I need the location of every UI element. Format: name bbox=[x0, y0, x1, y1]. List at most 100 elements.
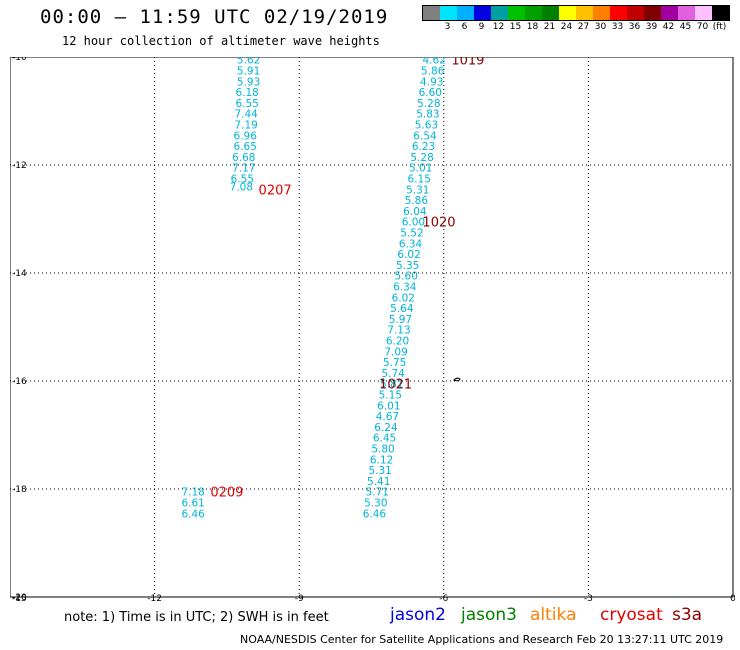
y-tick-label: -14 bbox=[12, 269, 27, 279]
wave-height-point: 5.86 bbox=[405, 195, 429, 207]
colorbar-swatch bbox=[712, 6, 729, 20]
colorbar-label: 39 bbox=[645, 22, 658, 32]
wave-height-point: 6.45 bbox=[373, 433, 396, 445]
wave-height-point: 6.02 bbox=[392, 292, 415, 304]
wave-height-point: 5.62 bbox=[237, 57, 260, 67]
colorbar-swatch bbox=[593, 6, 610, 20]
legend-item-cryosat: cryosat bbox=[600, 605, 663, 625]
island-outline bbox=[453, 377, 461, 382]
colorbar-swatch bbox=[491, 6, 508, 20]
colorbar-label: 33 bbox=[611, 22, 624, 32]
wave-height-point: 5.28 bbox=[417, 98, 440, 110]
page-subtitle: 12 hour collection of altimeter wave hei… bbox=[62, 34, 380, 48]
plot-frame bbox=[10, 57, 734, 598]
wave-height-point: 6.02 bbox=[397, 249, 420, 261]
wave-height-point: 6.12 bbox=[370, 454, 393, 466]
wave-height-point: 7.13 bbox=[387, 325, 410, 337]
wave-height-point: 4.67 bbox=[376, 411, 399, 423]
wave-height-point: 6.61 bbox=[181, 498, 204, 510]
colorbar-swatch bbox=[661, 6, 678, 20]
colorbar-swatch bbox=[695, 6, 712, 20]
x-tick-label: -15 bbox=[12, 594, 27, 602]
wave-height-point: 6.55 bbox=[235, 98, 258, 110]
wave-height-points: 5.625.915.936.186.557.447.196.966.656.68… bbox=[181, 57, 445, 520]
colorbar-label bbox=[422, 22, 439, 32]
colorbar-swatch bbox=[423, 6, 440, 20]
wave-height-point: 6.24 bbox=[374, 422, 398, 434]
wave-height-point: 5.28 bbox=[410, 152, 433, 164]
colorbar-swatch bbox=[644, 6, 661, 20]
colorbar-swatch bbox=[474, 6, 491, 20]
x-tick-label: -9 bbox=[295, 594, 304, 602]
wave-height-point: 5.35 bbox=[396, 260, 419, 272]
wave-height-point: 6.68 bbox=[232, 152, 255, 164]
x-tick-label: -12 bbox=[147, 594, 162, 602]
track-annotations: 1019 0207 1020 1021 0209 bbox=[210, 57, 484, 501]
wave-height-point: 6.04 bbox=[403, 206, 427, 218]
units-note: note: 1) Time is in UTC; 2) SWH is in fe… bbox=[64, 610, 329, 625]
wave-height-point: 4.93 bbox=[420, 76, 443, 88]
wave-height-point: 5.31 bbox=[406, 184, 429, 196]
wave-height-colorbar bbox=[422, 5, 730, 21]
wave-height-point: 5.64 bbox=[390, 303, 414, 315]
wave-height-point: 7.17 bbox=[232, 163, 255, 175]
wave-height-point: 6.46 bbox=[181, 508, 205, 520]
colorbar-labels: 3 6 9 12 15 18 21 24 27 30 33 36 39 42 45 70 (ft) bbox=[422, 22, 728, 32]
wave-height-point: 6.01 bbox=[377, 400, 400, 412]
colorbar-label: 42 bbox=[662, 22, 675, 32]
map-axes: -15 -12 -9 -6 -3 0 -10 -12 -14 -16 -18 -20 bbox=[10, 57, 735, 602]
colorbar-label: (ft) bbox=[712, 22, 727, 32]
wave-height-point: 6.15 bbox=[408, 174, 431, 186]
island-shape bbox=[453, 377, 461, 382]
wave-height-point: 5.81 bbox=[380, 379, 403, 391]
colorbar-label: 12 bbox=[492, 22, 505, 32]
wave-height-point: 7.44 bbox=[234, 109, 258, 121]
wave-height-point: 6.60 bbox=[419, 87, 442, 99]
wave-height-point: 5.97 bbox=[389, 314, 412, 326]
wave-height-point: 5.75 bbox=[383, 357, 406, 369]
colorbar-label: 6 bbox=[461, 22, 468, 32]
wave-height-point: 5.74 bbox=[381, 368, 405, 380]
wave-height-point: 5.93 bbox=[237, 76, 260, 88]
legend-item-jason2: jason2 bbox=[390, 605, 446, 625]
wave-height-point: 5.30 bbox=[364, 498, 387, 510]
track-time-label: 0207 bbox=[259, 183, 292, 198]
colorbar-swatch bbox=[627, 6, 644, 20]
wave-height-point: 6.20 bbox=[386, 336, 409, 348]
colorbar-label: 3 bbox=[444, 22, 451, 32]
colorbar-swatch bbox=[610, 6, 627, 20]
wave-height-point: 6.00 bbox=[402, 217, 425, 229]
legend-item-s3a: s3a bbox=[672, 605, 703, 625]
track-time-label: 1020 bbox=[422, 216, 455, 231]
altimeter-map-plot: -15 -12 -9 -6 -3 0 -10 -12 -14 -16 -18 -20 5.625.91… bbox=[10, 57, 735, 602]
page-title: 00:00 – 11:59 UTC 02/19/2019 bbox=[40, 6, 389, 28]
legend-item-jason3: jason3 bbox=[461, 605, 517, 625]
colorbar-swatch bbox=[508, 6, 525, 20]
wave-height-point: 5.01 bbox=[409, 163, 432, 175]
colorbar-label: 70 bbox=[696, 22, 709, 32]
colorbar-label: 27 bbox=[577, 22, 590, 32]
colorbar-label: 36 bbox=[628, 22, 641, 32]
legend-item-altika: altika bbox=[530, 605, 577, 625]
colorbar-swatch bbox=[525, 6, 542, 20]
colorbar-label: 18 bbox=[526, 22, 539, 32]
colorbar-swatch bbox=[440, 6, 457, 20]
wave-height-point: 6.46 bbox=[363, 508, 387, 520]
track-time-label: 0209 bbox=[210, 486, 243, 501]
wave-height-point: 5.80 bbox=[371, 444, 394, 456]
colorbar-label: 24 bbox=[560, 22, 573, 32]
wave-height-point: 6.18 bbox=[235, 87, 258, 99]
y-tick-label: -12 bbox=[12, 161, 27, 171]
wave-height-point: 5.63 bbox=[415, 120, 438, 132]
wave-height-point: 6.65 bbox=[234, 141, 257, 153]
colorbar-swatch bbox=[542, 6, 559, 20]
x-tick-label: 0 bbox=[730, 594, 735, 602]
wave-height-point: 5.31 bbox=[368, 465, 391, 477]
wave-height-point: 6.96 bbox=[234, 130, 258, 142]
x-tick-label: -3 bbox=[584, 594, 593, 602]
colorbar-swatch bbox=[559, 6, 576, 20]
wave-height-point: 6.34 bbox=[393, 282, 417, 294]
y-tick-label: -18 bbox=[12, 485, 27, 495]
y-tick-label: -16 bbox=[12, 377, 27, 387]
colorbar-label: 30 bbox=[594, 22, 607, 32]
